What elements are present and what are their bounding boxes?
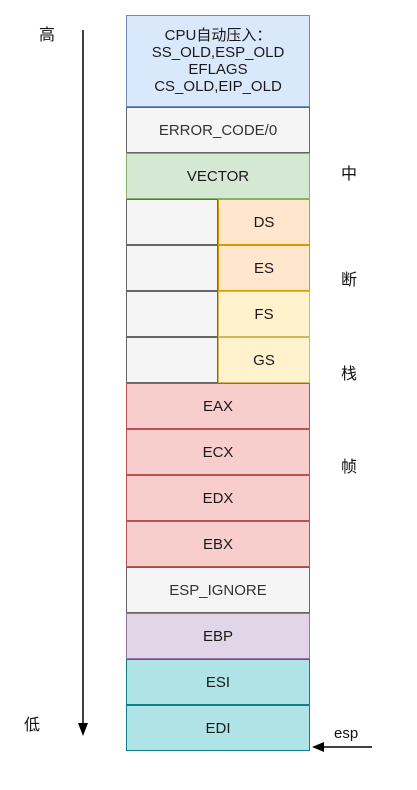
esi-box: ESI (126, 659, 310, 705)
high-label: 高 (39, 27, 56, 44)
edi-box: EDI (126, 705, 310, 751)
frame-label-zhen: 帧 (341, 459, 358, 476)
high-to-low-arrowhead (78, 723, 88, 736)
eax-box: EAX (126, 383, 310, 429)
cpu-line-4: CS_OLD,EIP_OLD (154, 78, 282, 95)
frame-label-duan: 断 (341, 272, 358, 289)
ebx-box: EBX (126, 521, 310, 567)
cpu-line-1: CPU自动压入： (164, 27, 272, 44)
low-label: 低 (24, 717, 41, 734)
cpu-line-2: SS_OLD,ESP_OLD (151, 44, 285, 61)
es-blank-box (126, 245, 218, 291)
ds-blank-box (126, 199, 218, 245)
fs-box: FS (218, 291, 310, 337)
edx-box: EDX (126, 475, 310, 521)
gs-blank-box (126, 337, 218, 383)
vector-box: VECTOR (126, 153, 310, 199)
es-box: ES (218, 245, 310, 291)
esp-label: esp (334, 725, 359, 742)
esp-ignore-box: ESP_IGNORE (126, 567, 310, 613)
ecx-box: ECX (126, 429, 310, 475)
ds-box: DS (218, 199, 310, 245)
cpu-pushed-box: CPU自动压入： SS_OLD,ESP_OLD EFLAGS CS_OLD,EI… (126, 15, 310, 107)
ebp-box: EBP (126, 613, 310, 659)
fs-blank-box (126, 291, 218, 337)
esp-pointer-arrowhead (312, 742, 324, 752)
gs-box: GS (218, 337, 310, 383)
frame-label-zhan: 栈 (341, 366, 358, 383)
cpu-line-3: EFLAGS (188, 61, 248, 78)
frame-label-zhong: 中 (341, 166, 358, 183)
error-code-box: ERROR_CODE/0 (126, 107, 310, 153)
